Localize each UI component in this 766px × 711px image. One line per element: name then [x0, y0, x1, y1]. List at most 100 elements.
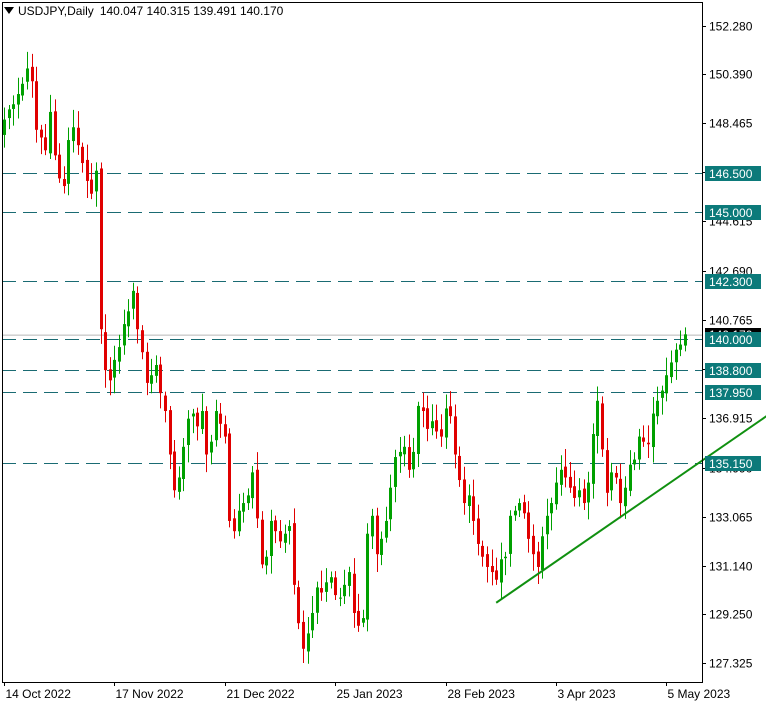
candle-body — [274, 520, 277, 532]
candle-body — [380, 538, 383, 555]
candle-body — [90, 179, 93, 194]
candle — [63, 166, 66, 194]
candle-body — [219, 413, 222, 424]
candle-body — [417, 405, 420, 455]
candle — [422, 392, 425, 428]
candle-body — [564, 466, 567, 478]
candle — [385, 506, 388, 543]
candle-body — [468, 495, 471, 507]
candle — [219, 402, 222, 438]
candle — [334, 571, 337, 600]
candle — [109, 357, 112, 396]
candle-body — [118, 347, 121, 362]
candle-body — [270, 520, 273, 556]
candle-body — [615, 472, 618, 478]
x-tick-label: 21 Dec 2022 — [227, 687, 295, 701]
candle-body — [178, 477, 181, 492]
candle — [72, 109, 75, 153]
candle-body — [63, 179, 66, 187]
candle — [583, 479, 586, 511]
candle-body — [426, 408, 429, 429]
collapse-triangle-icon[interactable] — [4, 7, 14, 14]
candle-body — [35, 81, 38, 130]
candle-body — [587, 482, 590, 503]
candle-body — [619, 478, 622, 504]
candle — [178, 466, 181, 500]
candle — [201, 393, 204, 435]
candle-body — [21, 83, 24, 96]
candle-body — [532, 535, 535, 555]
candle-body — [173, 451, 176, 491]
candle — [371, 508, 374, 549]
candle-body — [31, 66, 34, 82]
candle — [362, 609, 365, 628]
candle-body — [77, 127, 80, 146]
candle-body — [86, 159, 89, 181]
candle-body — [192, 413, 195, 417]
candle — [412, 437, 415, 478]
candle — [58, 143, 61, 183]
candle-body — [537, 551, 540, 567]
candle — [21, 77, 24, 101]
candle — [330, 571, 333, 589]
candle-body — [445, 408, 448, 438]
candle — [132, 282, 135, 320]
candle — [353, 558, 356, 628]
candle — [164, 391, 167, 423]
candle-body — [233, 518, 236, 532]
ohlc-readout: 140.047 140.315 139.491 140.170 — [99, 4, 284, 18]
candle-body — [431, 421, 434, 429]
candle — [376, 507, 379, 573]
candle-body — [509, 515, 512, 554]
horizontal-levels — [2, 173, 702, 464]
candle — [679, 330, 682, 357]
trendline[interactable] — [495, 393, 766, 604]
candle-body — [293, 523, 296, 585]
candle-body — [362, 618, 365, 623]
candle — [196, 407, 199, 441]
candle — [348, 566, 351, 597]
candle-body — [297, 587, 300, 624]
candle-body — [109, 369, 112, 381]
candle — [394, 449, 397, 503]
candle — [537, 541, 540, 584]
candle-body — [302, 621, 305, 649]
candle — [302, 610, 305, 663]
candle — [684, 327, 687, 352]
candle — [169, 406, 172, 470]
candle-body — [569, 476, 572, 488]
candle — [481, 540, 484, 567]
candle — [265, 550, 268, 575]
candle — [619, 463, 622, 519]
candle — [399, 437, 402, 473]
candle-body — [123, 324, 126, 346]
candle — [523, 494, 526, 519]
candle — [435, 404, 438, 439]
candle — [228, 428, 231, 528]
candle — [274, 515, 277, 544]
candle — [95, 162, 98, 207]
candle-body — [141, 330, 144, 353]
candle — [251, 466, 254, 509]
candle-body — [54, 111, 57, 156]
candle — [514, 505, 517, 521]
candle — [155, 355, 158, 383]
candle-body — [385, 520, 388, 538]
candle-body — [578, 490, 581, 498]
candle — [445, 394, 448, 449]
candle-body — [371, 515, 374, 537]
candle-body — [527, 512, 530, 539]
candle — [77, 111, 80, 155]
candle — [417, 401, 420, 468]
candle-body — [514, 510, 517, 516]
candle-body — [288, 526, 291, 531]
candle-body — [284, 533, 287, 543]
candle-body — [601, 403, 604, 450]
candle — [642, 425, 645, 447]
candle-body — [399, 451, 402, 457]
candle-body — [339, 597, 342, 599]
candle-body — [224, 424, 227, 437]
candle — [647, 425, 650, 458]
candle-body — [408, 447, 411, 470]
candle — [67, 127, 70, 196]
